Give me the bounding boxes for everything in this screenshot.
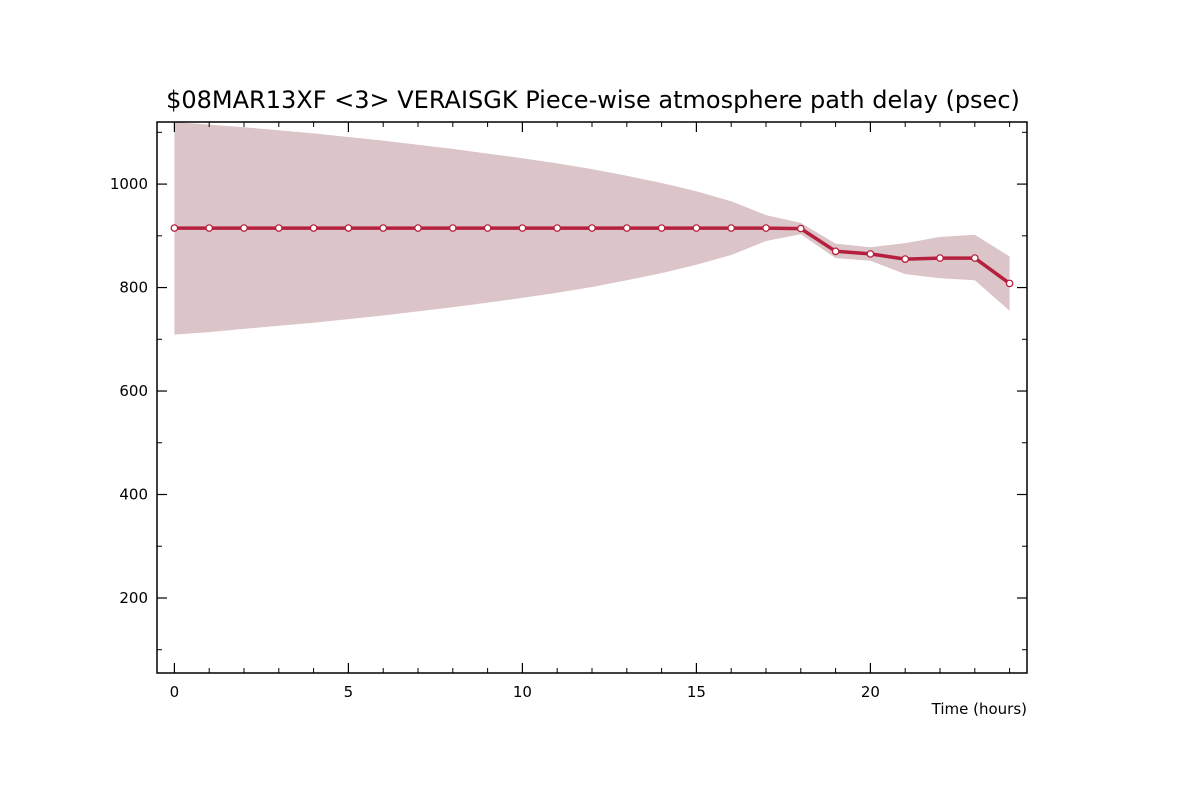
- data-point: [1005, 279, 1014, 288]
- data-point: [379, 224, 388, 232]
- data-point: [622, 224, 631, 232]
- data-point: [762, 224, 770, 232]
- y-tick-label: 400: [119, 486, 148, 504]
- data-points: [170, 224, 1014, 288]
- data-point: [205, 224, 214, 232]
- data-point: [936, 254, 944, 262]
- data-point: [274, 224, 283, 232]
- data-point: [831, 247, 840, 256]
- data-point: [448, 224, 457, 232]
- y-tick-label: 800: [119, 279, 148, 297]
- data-point: [588, 224, 596, 232]
- data-point: [344, 224, 353, 232]
- x-tick-label: 10: [513, 683, 532, 701]
- x-tick-label: 20: [861, 683, 880, 701]
- data-point: [483, 224, 492, 232]
- y-tick-label: 200: [119, 589, 148, 607]
- x-tick-label: 5: [344, 683, 354, 701]
- data-point: [553, 224, 562, 232]
- y-tick-label: 600: [119, 382, 148, 400]
- data-point: [970, 254, 979, 262]
- chart-title: $08MAR13XF <3> VERAISGK Piece-wise atmos…: [166, 86, 1020, 114]
- data-point: [727, 224, 736, 232]
- data-point: [414, 224, 422, 232]
- data-point: [518, 224, 527, 232]
- data-point: [796, 224, 805, 233]
- data-point: [692, 224, 701, 232]
- data-point: [240, 224, 248, 232]
- x-tick-label: 15: [687, 683, 706, 701]
- x-axis-label: Time (hours): [931, 700, 1027, 718]
- x-tick-label: 0: [170, 683, 180, 701]
- data-point: [901, 255, 910, 263]
- data-point: [309, 224, 318, 232]
- data-point: [866, 250, 875, 258]
- data-point: [170, 224, 179, 232]
- y-tick-label: 1000: [110, 175, 148, 193]
- data-point: [657, 224, 666, 232]
- axes: 0 5 10 15 20 200 400 600 800 1000: [110, 121, 1028, 701]
